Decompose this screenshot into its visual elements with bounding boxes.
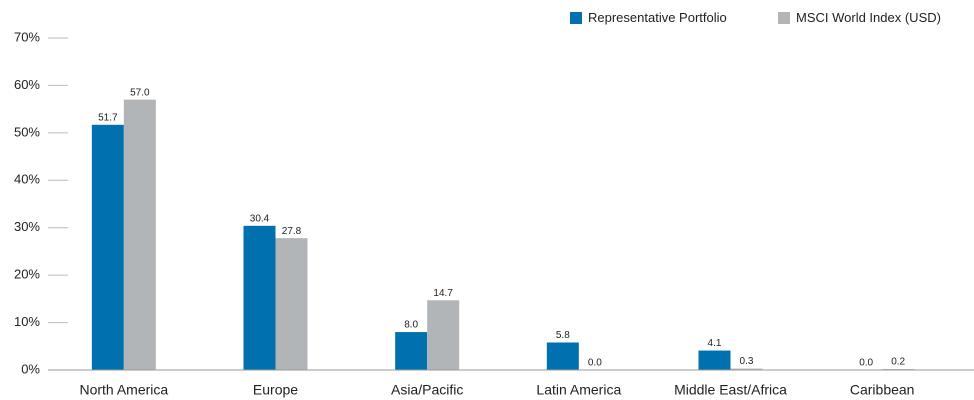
x-tick-label: Asia/Pacific	[391, 382, 463, 398]
legend-label: MSCI World Index (USD)	[796, 10, 941, 25]
value-label: 57.0	[130, 87, 150, 98]
y-tick-label: 30%	[14, 219, 40, 234]
bar	[275, 238, 308, 370]
value-label: 27.8	[282, 226, 302, 237]
bar	[123, 99, 156, 371]
bar	[395, 332, 428, 370]
value-label: 0.0	[588, 358, 602, 369]
y-tick-label: 70%	[14, 29, 40, 44]
bar	[698, 350, 731, 370]
value-label: 30.4	[250, 213, 270, 224]
legend-label: Representative Portfolio	[588, 10, 727, 25]
x-tick-label: Europe	[253, 382, 298, 398]
y-tick-label: 10%	[14, 314, 40, 329]
bar	[91, 124, 124, 371]
value-label: 14.7	[433, 288, 453, 299]
y-tick-label: 60%	[14, 77, 40, 92]
bar	[730, 368, 763, 370]
x-tick-label: Latin America	[536, 382, 621, 398]
value-label: 0.2	[891, 357, 905, 368]
y-tick-label: 50%	[14, 124, 40, 139]
value-label: 5.8	[556, 330, 570, 341]
bar	[243, 225, 276, 370]
value-label: 51.7	[98, 112, 118, 123]
legend-swatch	[570, 12, 582, 24]
legend-swatch	[778, 12, 790, 24]
y-tick-label: 40%	[14, 172, 40, 187]
value-label: 8.0	[404, 320, 418, 331]
value-label: 4.1	[708, 338, 722, 349]
x-tick-label: Caribbean	[850, 382, 915, 398]
bar	[546, 342, 579, 370]
value-label: 0.0	[859, 358, 873, 369]
y-tick-label: 20%	[14, 267, 40, 282]
x-tick-label: Middle East/Africa	[674, 382, 787, 398]
bar	[427, 300, 460, 370]
x-tick-label: North America	[79, 382, 168, 398]
value-label: 0.3	[740, 356, 754, 367]
y-tick-label: 0%	[21, 361, 40, 376]
